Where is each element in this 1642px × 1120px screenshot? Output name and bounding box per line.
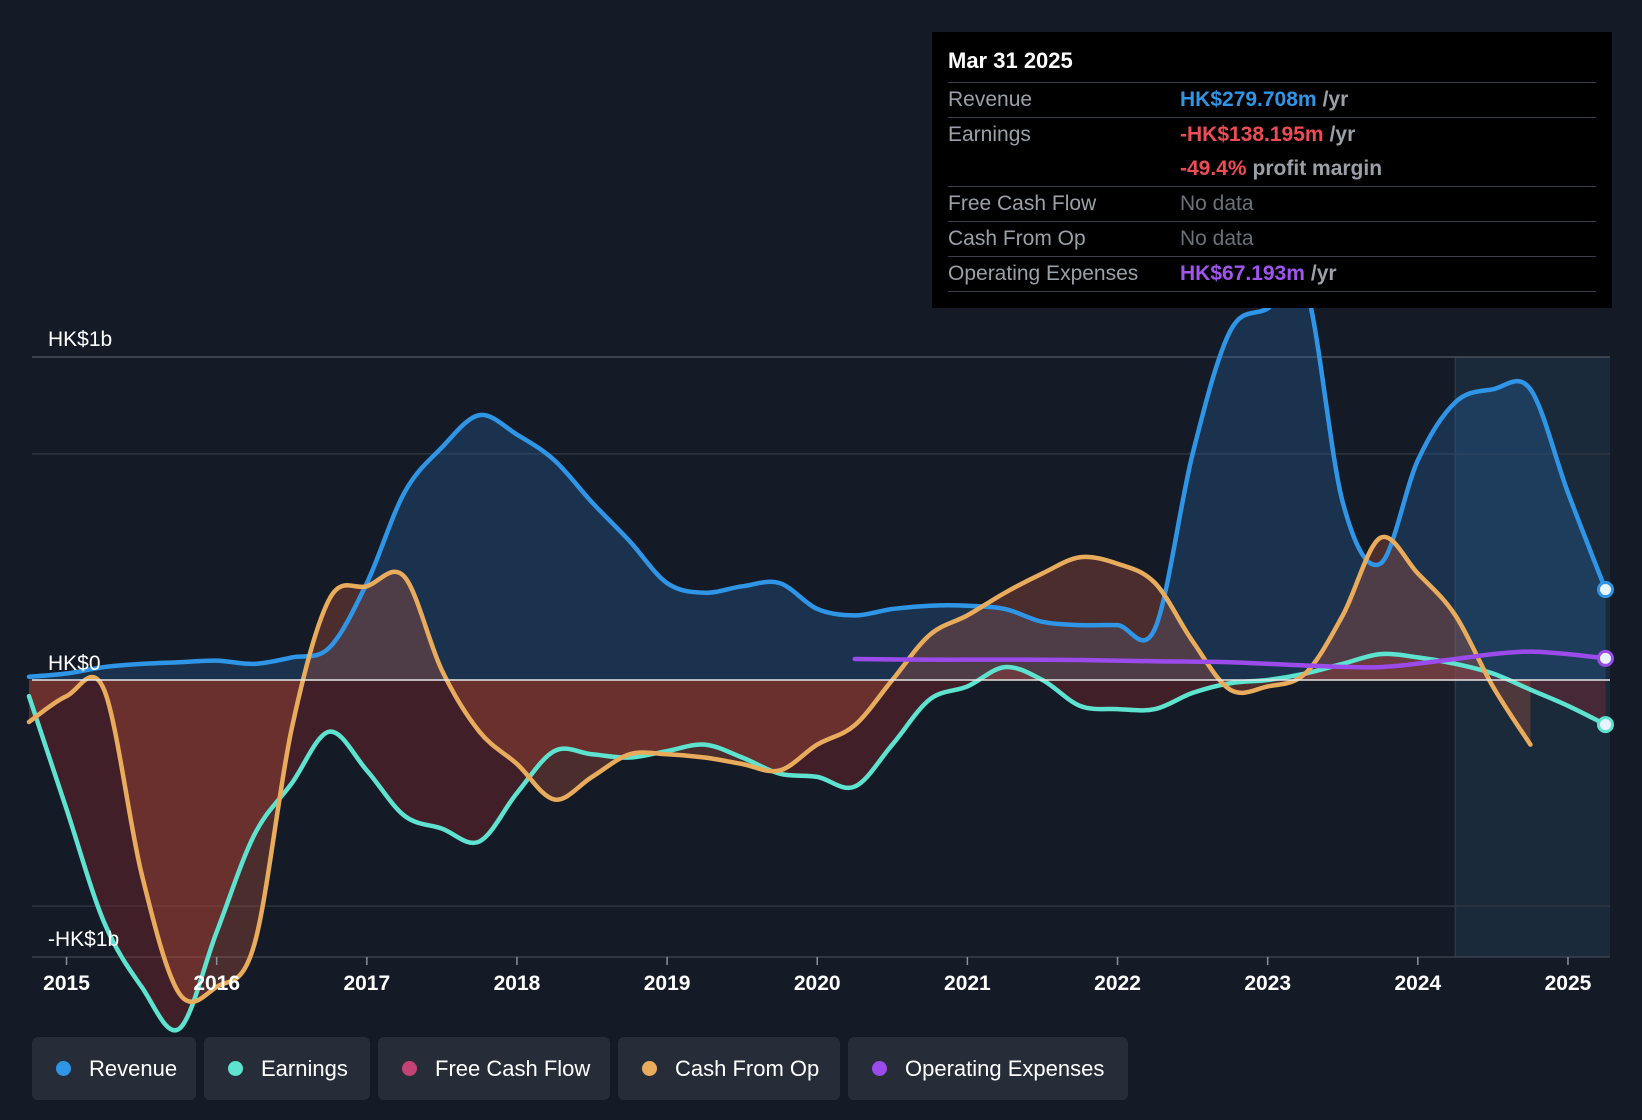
legend-item-cash-from-op[interactable]: Cash From Op [618, 1037, 840, 1100]
tooltip-row-value: No data [1180, 192, 1254, 215]
x-tick-label: 2015 [43, 972, 90, 995]
earnings-area [28, 653, 1606, 1031]
tooltip-row: Operating Expenses HK$67.193m/yr [948, 257, 1596, 292]
revenue-line [26, 272, 1608, 680]
legend-dot-icon [642, 1061, 657, 1076]
legend-dot-icon [402, 1061, 417, 1076]
tooltip-row-unit: /yr [1310, 262, 1337, 285]
tooltip-row: Free Cash Flow No data [948, 187, 1596, 222]
revenue-end-point [1596, 581, 1614, 599]
y-label-zero: HK$0 [48, 652, 101, 675]
x-tick-label: 2016 [193, 972, 240, 995]
legend-label: Operating Expenses [905, 1055, 1105, 1081]
legend-item-revenue[interactable]: Revenue [32, 1037, 196, 1100]
x-tick-label: 2022 [1094, 972, 1141, 995]
tooltip-row-label: Cash From Op [948, 227, 1086, 250]
operating-expenses-end-point [1596, 649, 1614, 667]
tooltip-row: -49.4% profit margin [948, 152, 1596, 187]
legend-dot-icon [56, 1061, 71, 1076]
tooltip-row-label [948, 152, 1180, 186]
tooltip-row-label: Operating Expenses [948, 262, 1139, 285]
revenue-area [28, 274, 1606, 680]
legend-label: Earnings [261, 1055, 348, 1081]
legend-label: Revenue [89, 1055, 178, 1081]
tooltip-row: Earnings -HK$138.195m/yr [948, 118, 1596, 152]
tooltip-row: Revenue HK$279.708m/yr [948, 83, 1596, 118]
tooltip-row-value: -49.4% [1180, 157, 1247, 180]
y-label-top: HK$1b [48, 328, 112, 351]
x-tick-label: 2023 [1244, 972, 1291, 995]
tooltip-date: Mar 31 2025 [948, 46, 1596, 83]
x-tick-label: 2017 [343, 972, 390, 995]
tooltip-row-label: Free Cash Flow [948, 192, 1097, 215]
x-tick-label: 2024 [1394, 972, 1441, 995]
legend-item-free-cash-flow[interactable]: Free Cash Flow [378, 1037, 610, 1100]
legend-item-earnings[interactable]: Earnings [204, 1037, 370, 1100]
tooltip-row-label: Earnings [948, 123, 1031, 146]
x-tick-label: 2021 [944, 972, 991, 995]
tooltip-panel: Mar 31 2025 Revenue HK$279.708m/yr Earning… [932, 32, 1612, 308]
y-label-bottom: -HK$1b [48, 928, 119, 951]
tooltip-row-label: Revenue [948, 88, 1033, 111]
tooltip-row: Cash From Op No data [948, 222, 1596, 257]
earnings-end-point [1596, 716, 1614, 734]
legend-dot-icon [872, 1061, 887, 1076]
tooltip-row-unit: /yr [1329, 123, 1356, 146]
tooltip-row-value: No data [1180, 227, 1254, 250]
tooltip-row-value: -HK$138.195m [1180, 123, 1324, 146]
x-tick-label: 2020 [794, 972, 841, 995]
x-tick-label: 2025 [1545, 972, 1592, 995]
legend-label: Cash From Op [675, 1055, 820, 1081]
cash-from-op-line [26, 534, 1533, 1004]
x-tick-label: 2019 [644, 972, 691, 995]
tooltip-row-value: HK$67.193m [1180, 262, 1305, 285]
legend-label: Free Cash Flow [435, 1055, 591, 1081]
legend-dot-icon [228, 1061, 243, 1076]
operating-expenses-line [852, 649, 1608, 670]
tooltip-row-unit: /yr [1322, 88, 1349, 111]
tooltip-row-value: HK$279.708m [1180, 88, 1317, 111]
tooltip-row-unit: profit margin [1252, 157, 1383, 180]
x-tick-label: 2018 [494, 972, 541, 995]
legend-item-operating-expenses[interactable]: Operating Expenses [848, 1037, 1128, 1100]
